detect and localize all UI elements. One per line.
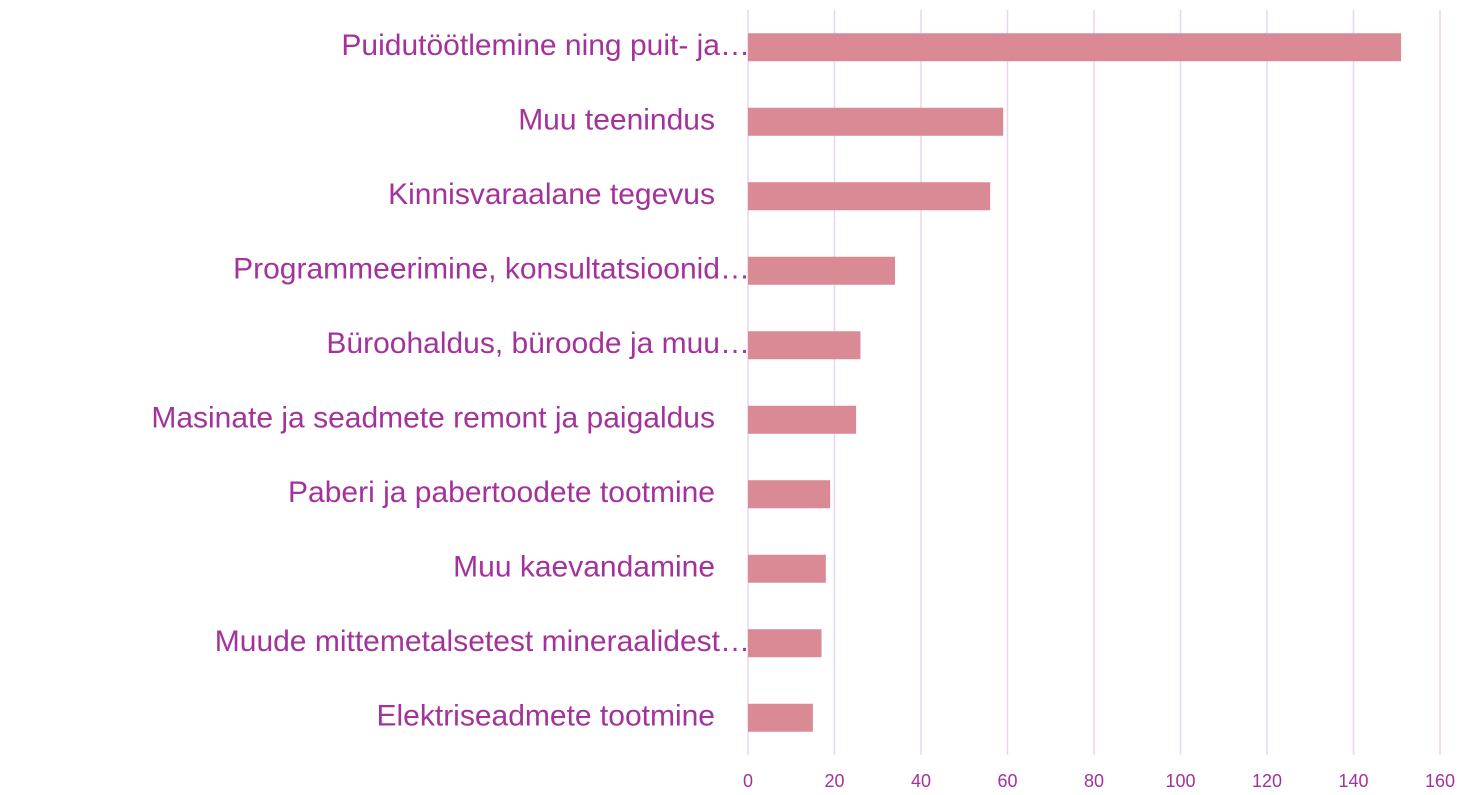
y-tick-label: Paberi ja pabertoodete tootmine xyxy=(288,476,715,509)
x-tick-label: 40 xyxy=(911,771,931,791)
y-tick-label: Muude mittemetalsetest mineraalidest… xyxy=(215,625,750,658)
x-tick-label: 0 xyxy=(743,771,753,791)
bar xyxy=(748,182,991,211)
y-tick-label: Muu kaevandamine xyxy=(453,551,715,584)
bar xyxy=(748,331,861,360)
bar xyxy=(748,480,831,509)
bar xyxy=(748,629,822,658)
y-tick-label: Elektriseadmete tootmine xyxy=(377,700,716,733)
x-tick-label: 20 xyxy=(824,771,844,791)
bar xyxy=(748,703,813,732)
bar xyxy=(748,554,826,583)
bar xyxy=(748,33,1402,62)
y-tick-label: Büroohaldus, büroode ja muu… xyxy=(326,327,750,360)
bar xyxy=(748,256,896,285)
bar xyxy=(748,107,1004,136)
y-tick-label: Kinnisvaraalane tegevus xyxy=(388,178,715,211)
x-tick-label: 80 xyxy=(1084,771,1104,791)
x-tick-label: 100 xyxy=(1165,771,1195,791)
y-tick-label: Masinate ja seadmete remont ja paigaldus xyxy=(151,402,715,435)
y-tick-label: Puidutöötlemine ning puit- ja… xyxy=(341,29,750,62)
x-tick-label: 120 xyxy=(1252,771,1282,791)
x-tick-label: 140 xyxy=(1338,771,1368,791)
y-tick-label: Muu teenindus xyxy=(518,104,715,137)
bar xyxy=(748,405,857,434)
x-tick-label: 160 xyxy=(1425,771,1455,791)
y-tick-label: Programmeerimine, konsultatsioonid… xyxy=(233,253,750,286)
x-tick-label: 60 xyxy=(997,771,1017,791)
